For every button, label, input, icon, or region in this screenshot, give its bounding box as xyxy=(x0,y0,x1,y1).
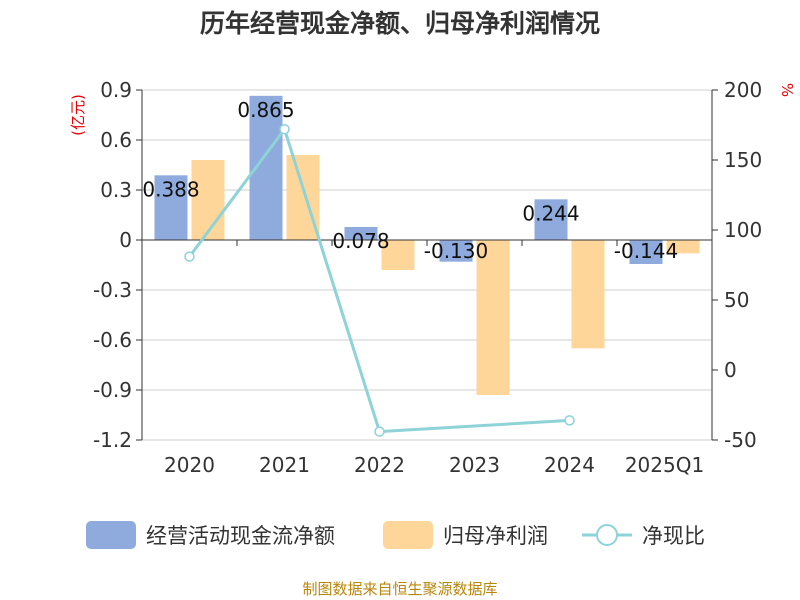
x-tick-label: 2023 xyxy=(449,453,500,477)
right-tick-label: -50 xyxy=(724,428,757,452)
x-tick-label: 2022 xyxy=(354,453,405,477)
x-tick-label: 2024 xyxy=(544,453,595,477)
bar-net-profit xyxy=(476,240,510,395)
ratio-point xyxy=(564,415,575,426)
left-tick-label: 0 xyxy=(119,228,132,252)
right-tick-label: 0 xyxy=(724,358,737,382)
right-tick-label: 50 xyxy=(724,288,749,312)
legend-swatch-net-profit xyxy=(383,521,433,549)
data-label: 0.078 xyxy=(332,229,389,253)
data-label: 0.388 xyxy=(142,177,199,201)
left-tick-label: -0.3 xyxy=(93,278,132,302)
left-tick-label: 0.6 xyxy=(100,128,132,152)
legend-swatch-cash-flow xyxy=(86,521,136,549)
legend-swatch-ratio-marker xyxy=(596,524,618,546)
legend-label-cash-flow: 经营活动现金流净额 xyxy=(146,524,335,548)
left-tick-label: -1.2 xyxy=(93,428,132,452)
left-tick-label: -0.6 xyxy=(93,328,132,352)
bar-marks xyxy=(154,95,700,395)
ratio-line-segment xyxy=(379,418,570,434)
ratio-line-segment xyxy=(188,128,286,258)
chart-title: 历年经营现金净额、归母净利润情况 xyxy=(200,9,600,38)
axes: 0.9 0.6 0.3 0 -0.3 -0.6 -0.9 -1.2 200 150 100 50 0 -5… xyxy=(93,78,762,477)
left-axis-unit: (亿元) xyxy=(69,94,87,136)
bar-cash-flow xyxy=(154,175,188,240)
right-axis-unit: % xyxy=(778,83,796,97)
right-tick-label: 100 xyxy=(724,218,762,242)
bar-cash-flow xyxy=(344,227,378,240)
data-label: 0.244 xyxy=(522,201,579,225)
ratio-line-segment xyxy=(283,128,381,433)
data-label: 0.865 xyxy=(237,98,294,122)
bar-cash-flow xyxy=(439,240,473,262)
bar-net-profit xyxy=(191,160,225,240)
data-label: -0.130 xyxy=(424,239,488,263)
left-tick-label: -0.9 xyxy=(93,378,132,402)
ratio-line xyxy=(184,123,575,437)
x-tick-label: 2020 xyxy=(164,453,215,477)
data-labels: 0.388 0.865 0.078 -0.130 0.244 -0.144 xyxy=(142,98,678,263)
ratio-point xyxy=(279,123,290,135)
x-tick-label: 2021 xyxy=(259,453,310,477)
bar-cash-flow xyxy=(534,199,568,240)
left-tick-label: 0.9 xyxy=(100,78,132,102)
left-tick-label: 0.3 xyxy=(100,178,132,202)
ratio-point xyxy=(184,251,195,262)
legend-label-net-profit: 归母净利润 xyxy=(443,524,548,548)
legend: 经营活动现金流净额 归母净利润 净现比 xyxy=(86,521,705,549)
x-tick-label: 2025Q1 xyxy=(625,453,704,477)
right-tick-label: 200 xyxy=(724,78,762,102)
legend-label-ratio: 净现比 xyxy=(642,524,705,548)
bar-net-profit xyxy=(381,240,415,270)
gridlines xyxy=(142,89,712,441)
source-note: 制图数据来自恒生聚源数据库 xyxy=(302,580,497,598)
bar-cash-flow xyxy=(629,240,663,264)
right-tick-label: 150 xyxy=(724,148,762,172)
ratio-point xyxy=(374,426,385,437)
bar-net-profit xyxy=(571,240,605,349)
bar-net-profit xyxy=(666,240,700,254)
data-label: -0.144 xyxy=(614,239,678,263)
